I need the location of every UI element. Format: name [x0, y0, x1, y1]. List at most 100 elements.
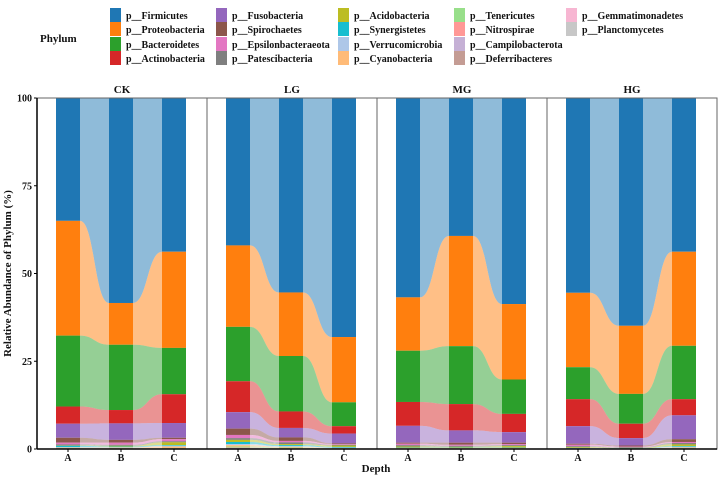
bar-segment	[396, 425, 420, 443]
bar-segment	[109, 98, 133, 303]
x-tick-label: A	[64, 453, 72, 464]
flow-band	[473, 442, 502, 445]
flow-band	[643, 441, 672, 448]
bar-segment	[56, 442, 80, 445]
legend-label: p__Proteobacteria	[126, 25, 205, 36]
bar-segment	[396, 350, 420, 402]
flow-band	[80, 445, 109, 447]
flow-band	[590, 446, 619, 448]
flow-band	[80, 423, 109, 440]
bar-segment	[502, 432, 526, 443]
flow-band	[473, 430, 502, 443]
bar-segment	[566, 98, 590, 293]
bar-segment	[619, 438, 643, 446]
bar-segment	[279, 442, 303, 445]
legend-label: p__Acidobacteria	[354, 11, 430, 22]
flow-band	[420, 445, 449, 447]
flow-band	[420, 425, 449, 443]
bar-segment	[566, 444, 590, 447]
flow-band	[133, 394, 162, 424]
legend-swatch	[566, 8, 577, 22]
bar-segment	[396, 401, 420, 426]
bar-segment	[672, 98, 696, 252]
legend-swatch	[216, 22, 227, 36]
flow-band	[80, 442, 109, 445]
flow-band	[80, 220, 109, 345]
legend-swatch	[454, 51, 465, 65]
bar-segment	[162, 251, 186, 348]
legend-label: p__Patescibacteria	[232, 54, 313, 65]
bar-segment	[619, 423, 643, 439]
flow-band	[643, 345, 672, 424]
x-tick-label: C	[680, 453, 687, 464]
flow-band	[133, 445, 162, 448]
bar-segment	[332, 443, 356, 445]
x-tick-label: B	[628, 453, 635, 464]
legend-swatch	[454, 8, 465, 22]
y-tick-label: 25	[22, 357, 32, 368]
bar-segment	[449, 444, 473, 446]
bar-segment	[566, 443, 590, 445]
flow-band	[80, 437, 109, 443]
legend-label: p__Epsilonbacteraeota	[232, 40, 330, 51]
bar-segment	[226, 445, 250, 447]
bar-segment	[162, 423, 186, 438]
bar-segment	[566, 367, 590, 400]
x-tick-label: A	[234, 453, 242, 464]
bar-segment	[56, 445, 80, 448]
bar-segment	[672, 444, 696, 447]
bar-segment	[396, 98, 420, 298]
bar-segment	[109, 442, 133, 445]
flow-band	[473, 98, 502, 305]
bar-segment	[396, 445, 420, 447]
flow-band	[303, 444, 332, 447]
bar-segment	[226, 434, 250, 439]
bar-segment	[672, 447, 696, 449]
bar-segment	[449, 235, 473, 347]
bar-segment	[396, 297, 420, 351]
bar-segment	[56, 423, 80, 438]
flow-band	[250, 445, 279, 448]
bar-segment	[332, 445, 356, 447]
bar-segment	[109, 344, 133, 411]
flow-band	[303, 98, 332, 338]
bar-segment	[279, 411, 303, 428]
bar-segment	[56, 444, 80, 446]
flow-band	[590, 367, 619, 424]
flow-band	[250, 326, 279, 412]
bar-segment	[449, 346, 473, 405]
bar-segment	[502, 445, 526, 447]
bar-segment	[279, 355, 303, 412]
bar-segment	[672, 439, 696, 442]
bar-segment	[56, 220, 80, 336]
flow-band	[250, 438, 279, 445]
bar-segment	[162, 439, 186, 442]
bar-segment	[619, 325, 643, 394]
legend-label: p__Verrucomicrobia	[354, 40, 442, 51]
bar-segment	[449, 446, 473, 448]
flow-band	[420, 346, 449, 405]
bar-segment	[162, 445, 186, 447]
legend-label: p__Deferribacteres	[470, 54, 552, 65]
flow-band	[303, 446, 332, 449]
flow-band	[643, 439, 672, 447]
flow-band	[250, 98, 279, 293]
flow-band	[643, 98, 672, 326]
y-tick-label: 50	[22, 269, 32, 280]
bar-segment	[449, 445, 473, 447]
flow-band	[250, 441, 279, 447]
flow-band	[303, 446, 332, 448]
bar-segment	[279, 444, 303, 446]
flow-band	[250, 439, 279, 446]
legend-label: p__Synergistetes	[354, 25, 426, 36]
bar-segment	[502, 379, 526, 414]
bar-segment	[332, 433, 356, 444]
flow-band	[590, 399, 619, 439]
bar-segment	[619, 393, 643, 424]
panel-title: MG	[453, 84, 472, 96]
flow-band	[303, 355, 332, 427]
bar-segment	[226, 428, 250, 435]
flow-band	[303, 411, 332, 434]
bar-segment	[162, 441, 186, 443]
